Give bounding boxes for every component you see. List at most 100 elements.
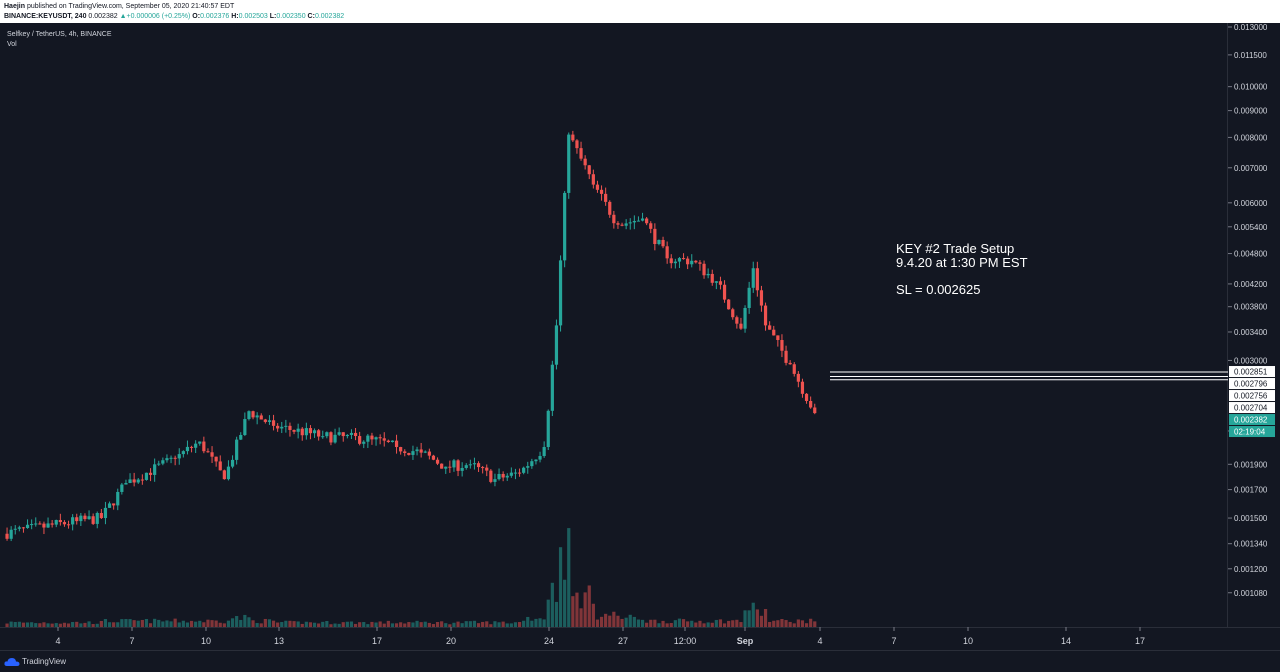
time-axis[interactable]: 4 7 10 13 17 20 24 27 12:00 Sep 4 7 10 14 17	[55, 627, 1145, 646]
candle-143	[591, 169, 595, 189]
volume-bar-53	[222, 623, 226, 627]
volume-bar-197	[813, 621, 817, 627]
volume-bar-23	[99, 620, 103, 627]
candle-167	[690, 254, 694, 268]
price-label-4: 0.002382	[1234, 416, 1268, 425]
price-label-box-1	[1229, 378, 1275, 390]
y-tick-label-12: 0.003000	[1234, 356, 1268, 365]
volume-bar-187	[772, 620, 776, 627]
candle-88	[366, 433, 370, 448]
volume-bar-155	[640, 619, 645, 627]
volume-bar-82	[341, 622, 345, 627]
volume-bar-42	[177, 622, 181, 627]
volume-bar-84	[349, 621, 354, 627]
candle-139	[575, 139, 579, 154]
candle-80	[333, 428, 337, 444]
candle-151	[624, 219, 628, 230]
volume-bar-74	[308, 622, 313, 627]
volume-bar-60	[251, 620, 255, 627]
candle-195	[804, 393, 809, 404]
candle-194	[800, 378, 805, 398]
volume-bar-188	[776, 620, 780, 627]
x-tick-label-0: 4	[55, 636, 60, 646]
volume-bar-10	[46, 623, 50, 627]
volume-bar-195	[804, 623, 809, 627]
candle-120	[497, 468, 501, 481]
candle-43	[181, 450, 185, 458]
volume-bar-157	[649, 619, 653, 627]
volume-bar-54	[226, 620, 231, 627]
candle-7	[34, 517, 38, 527]
candle-122	[505, 473, 509, 481]
volume-bar-86	[358, 622, 362, 627]
price-chart[interactable]: 0.013000 0.011500 0.010000 0.009000 0.008000…	[0, 23, 1280, 650]
candle-169	[698, 260, 702, 271]
volume-bar-92	[382, 623, 386, 627]
price-axis[interactable]: 0.013000 0.011500 0.010000 0.009000 0.008000…	[1228, 23, 1268, 598]
volume-bar-88	[366, 624, 370, 627]
candle-71	[296, 423, 300, 439]
candle-158	[653, 223, 657, 251]
candle-79	[329, 431, 333, 446]
low-value: 0.002350	[276, 13, 306, 20]
change-arrow-icon: ▲	[119, 13, 127, 20]
volume-bar-69	[288, 620, 292, 627]
volume-bar-178	[735, 619, 739, 627]
candle-97	[403, 449, 407, 457]
volume-bar-39	[165, 620, 169, 627]
candle-21	[91, 513, 95, 525]
x-tick-label-1: 7	[129, 636, 134, 646]
candlestick-series	[5, 130, 817, 542]
volume-bar-132	[546, 599, 550, 627]
volume-bar-137	[567, 528, 571, 627]
volume-bar-57	[239, 619, 243, 627]
volume-bar-66	[276, 622, 280, 627]
volume-bar-191	[788, 621, 792, 627]
volume-bar-131	[542, 619, 546, 627]
candle-17	[75, 513, 79, 525]
volume-bar-91	[378, 621, 382, 627]
candle-189	[780, 334, 784, 358]
volume-bar-133	[550, 582, 554, 627]
x-tick-label-10: 4	[817, 636, 822, 646]
candle-5	[25, 519, 30, 529]
candle-117	[485, 464, 489, 477]
note-stop-loss: SL = 0.002625	[896, 282, 980, 297]
x-tick-label-2: 10	[201, 636, 211, 646]
candle-130	[538, 451, 542, 463]
candle-2	[13, 525, 17, 535]
candle-19	[83, 513, 87, 522]
volume-bar-81	[337, 623, 341, 627]
candle-33	[140, 474, 144, 485]
volume-bar-73	[304, 621, 308, 627]
candle-178	[735, 315, 739, 329]
chart-pane[interactable]	[0, 23, 1228, 650]
candle-116	[481, 465, 485, 474]
volume-bar-4	[21, 622, 26, 627]
volume-bar-103	[427, 622, 431, 627]
candle-108	[448, 460, 452, 473]
candle-92	[382, 432, 386, 447]
candle-73	[304, 422, 308, 440]
candle-36	[153, 458, 157, 482]
volume-bar-49	[206, 619, 210, 627]
volume-bar-162	[669, 622, 673, 627]
volume-bar-117	[485, 621, 489, 627]
candle-140	[579, 141, 583, 161]
candle-26	[112, 503, 116, 510]
volume-bar-136	[563, 579, 567, 627]
volume-bar-28	[120, 619, 124, 627]
volume-bar-159	[657, 623, 661, 627]
volume-bar-113	[468, 621, 472, 627]
volume-bar-29	[124, 619, 128, 627]
volume-bar-52	[218, 622, 222, 627]
candle-10	[46, 517, 50, 528]
candle-184	[759, 285, 764, 312]
candle-18	[79, 512, 83, 526]
candle-29	[124, 479, 128, 485]
price-label-box-5	[1229, 426, 1275, 438]
candle-9	[42, 521, 46, 535]
candle-57	[239, 432, 243, 441]
volume-bar-106	[440, 621, 444, 627]
volume-bar-85	[353, 623, 358, 627]
